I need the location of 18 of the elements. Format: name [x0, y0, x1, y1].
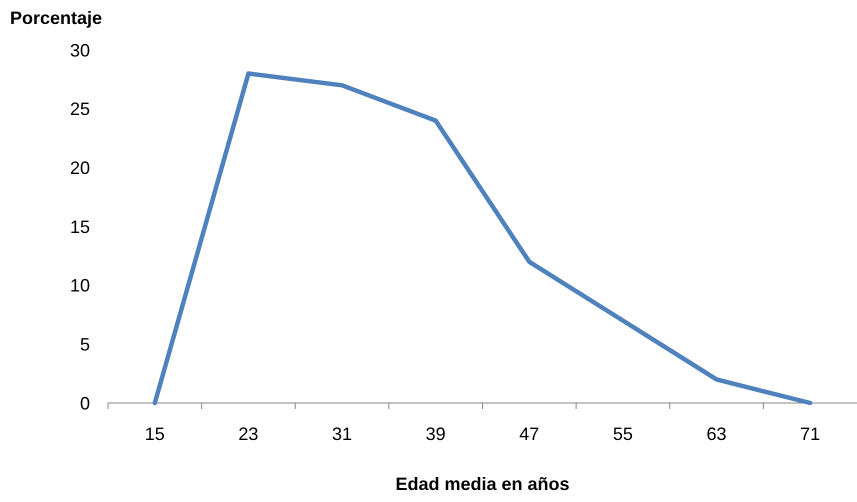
x-tick-label: 23: [238, 424, 258, 444]
x-tick-label: 55: [612, 424, 633, 444]
y-tick-label: 10: [70, 276, 90, 296]
y-tick-label: 25: [70, 99, 90, 120]
y-tick-label: 0: [80, 393, 90, 414]
x-tick-label: 31: [332, 424, 352, 444]
y-tick-label: 20: [70, 158, 90, 178]
x-tick-label: 71: [800, 424, 820, 444]
y-tick-label: 5: [80, 334, 90, 354]
line-series: [152, 71, 812, 406]
x-tick-label: 15: [144, 424, 165, 444]
x-tick-label: 47: [519, 424, 540, 444]
y-tick-label: 15: [70, 216, 90, 237]
x-tick-label: 63: [706, 424, 727, 444]
y-axis-title: Porcentaje: [10, 8, 102, 28]
x-tick-label: 39: [426, 424, 446, 444]
y-tick-label: 30: [70, 40, 90, 60]
x-axis-title: Edad media en años: [395, 474, 570, 494]
